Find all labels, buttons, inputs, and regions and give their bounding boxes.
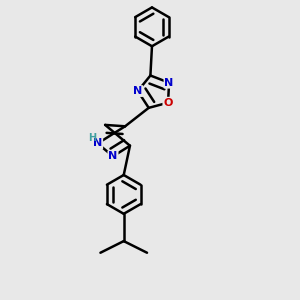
Text: N: N xyxy=(93,139,102,148)
Text: N: N xyxy=(164,78,174,88)
Text: H: H xyxy=(88,133,96,143)
Text: N: N xyxy=(133,86,142,96)
Text: N: N xyxy=(108,151,118,161)
Text: O: O xyxy=(164,98,173,108)
